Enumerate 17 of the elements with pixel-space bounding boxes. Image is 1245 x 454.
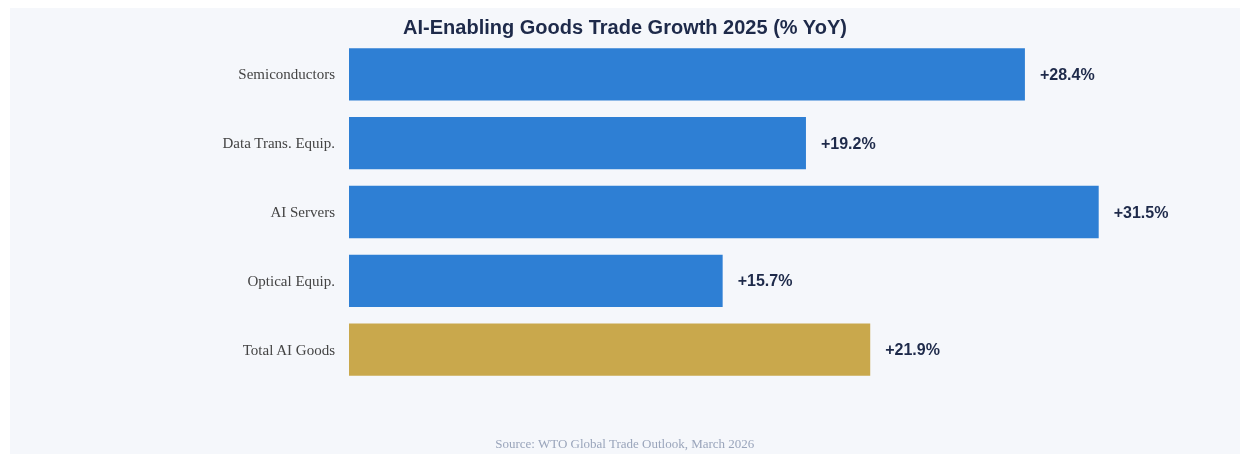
y-tick-label: Data Trans. Equip. <box>222 135 335 152</box>
bar <box>349 117 806 170</box>
y-tick-label: Optical Equip. <box>247 272 335 289</box>
y-tick-label: Total AI Goods <box>242 341 336 358</box>
data-label: +15.7% <box>737 272 793 290</box>
bar <box>349 185 1099 239</box>
data-label: +21.9% <box>885 341 940 359</box>
y-tick-label: AI Servers <box>270 204 336 220</box>
bar <box>349 254 723 307</box>
chart-title: AI-Enabling Goods Trade Growth 2025 (% YoY) <box>403 16 847 38</box>
data-label: +19.2% <box>820 134 876 152</box>
source-note: Source: WTO Global Trade Outlook, March 2026 <box>495 436 755 451</box>
y-tick-label: Semiconductors <box>238 66 336 83</box>
data-label: +28.4% <box>1039 65 1095 83</box>
data-label: +31.5% <box>1113 203 1169 221</box>
bar <box>349 323 871 376</box>
bar <box>349 48 1025 101</box>
